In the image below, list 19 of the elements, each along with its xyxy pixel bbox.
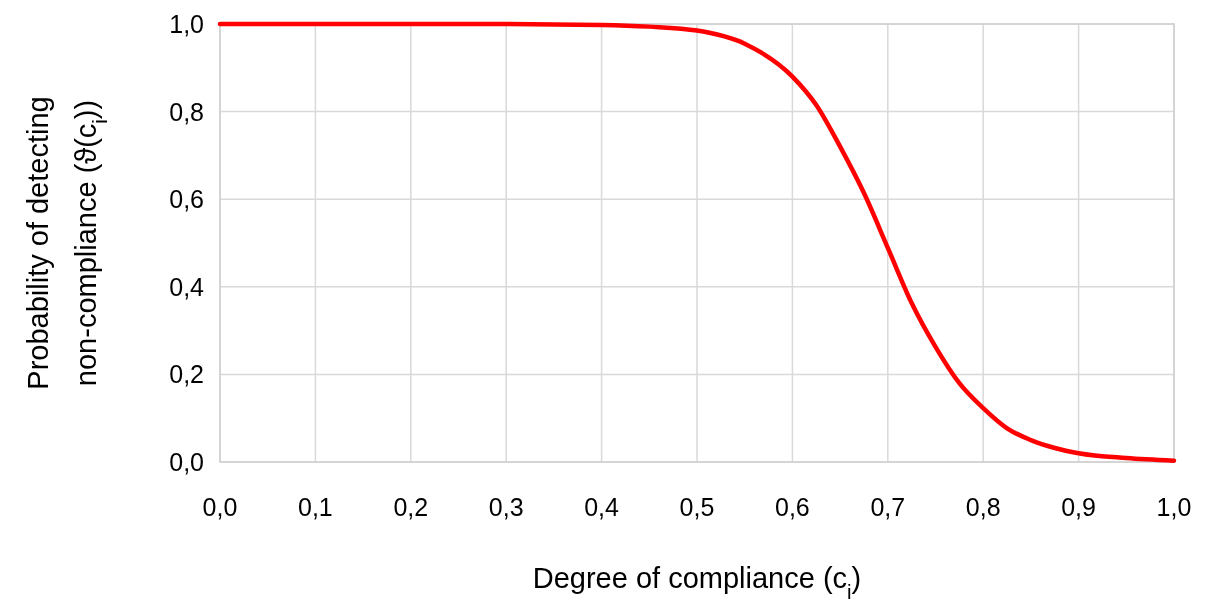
x-tick-label: 1,0 (1156, 493, 1192, 521)
x-tick-label: 0,4 (584, 493, 620, 521)
x-tick-label: 0,2 (393, 493, 429, 521)
x-tick-label: 0,0 (202, 493, 238, 521)
x-tick-label: 0,3 (488, 493, 524, 521)
x-tick-label: 0,5 (679, 493, 715, 521)
y-tick-label: 0,2 (169, 360, 204, 389)
x-tick-label: 0,6 (775, 493, 810, 521)
line-series (217, 21, 1177, 463)
y-tick-label: 0,8 (169, 97, 204, 126)
y-tick-label: 0,0 (169, 448, 204, 476)
x-tick-label: 0,1 (298, 493, 333, 521)
y-tick-label: 1,0 (169, 10, 204, 38)
x-axis-title: Degree of compliance (c$_{i}$) (532, 562, 862, 599)
x-tick-label: 0,7 (870, 493, 906, 521)
x-tick-label: 0,9 (1061, 493, 1096, 521)
y-tick-label: 0,6 (169, 185, 204, 214)
x-tick-label: 0,8 (965, 493, 1001, 521)
y-tick-label: 0,4 (169, 272, 205, 301)
